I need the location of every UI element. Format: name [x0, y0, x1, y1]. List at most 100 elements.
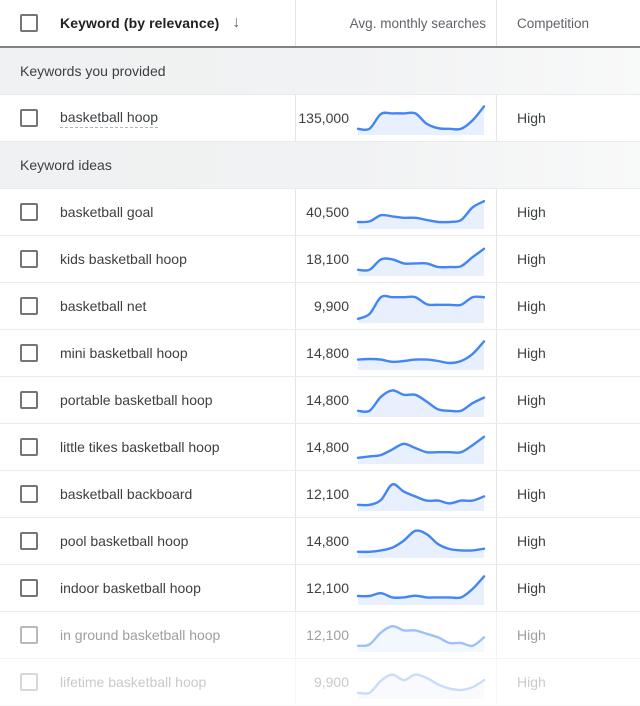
competition-cell: High: [497, 95, 640, 141]
search-volume: 40,500: [306, 204, 349, 220]
section-label: Keyword ideas: [20, 157, 112, 173]
competition-cell: High: [497, 236, 640, 282]
searches-column-header[interactable]: Avg. monthly searches: [296, 0, 497, 46]
search-volume: 14,800: [306, 533, 349, 549]
sort-descending-icon[interactable]: ↓: [232, 15, 240, 31]
searches-cell: 40,500: [296, 189, 497, 235]
trend-sparkline: [356, 477, 486, 511]
trend-sparkline: [356, 101, 486, 135]
competition-column-header[interactable]: Competition: [497, 0, 640, 46]
competition-cell: High: [497, 377, 640, 423]
keyword-text: basketball backboard: [60, 486, 192, 502]
keyword-text: portable basketball hoop: [60, 392, 213, 408]
keyword-text: basketball net: [60, 298, 146, 314]
searches-cell: 12,100: [296, 471, 497, 517]
competition-value: High: [517, 439, 546, 455]
keyword-cell: kids basketball hoop: [0, 236, 296, 282]
competition-cell: High: [497, 565, 640, 611]
competition-value: High: [517, 533, 546, 549]
table-row: basketball net 9,900 High: [0, 283, 640, 330]
table-header-row: Keyword (by relevance) ↓ Avg. monthly se…: [0, 0, 640, 48]
keyword-column-header[interactable]: Keyword (by relevance) ↓: [0, 0, 296, 46]
section-header: Keyword ideas: [0, 142, 640, 189]
competition-cell: High: [497, 330, 640, 376]
row-checkbox[interactable]: [20, 297, 38, 315]
row-checkbox[interactable]: [20, 438, 38, 456]
trend-sparkline: [356, 195, 486, 229]
search-volume: 18,100: [306, 251, 349, 267]
searches-column-label: Avg. monthly searches: [350, 16, 486, 31]
competition-cell: High: [497, 424, 640, 470]
competition-value: High: [517, 674, 546, 690]
row-checkbox[interactable]: [20, 579, 38, 597]
keyword-cell: in ground basketball hoop: [0, 612, 296, 658]
keyword-cell: basketball goal: [0, 189, 296, 235]
table-row: in ground basketball hoop 12,100 High: [0, 612, 640, 659]
row-checkbox[interactable]: [20, 673, 38, 691]
keyword-table: Keyword (by relevance) ↓ Avg. monthly se…: [0, 0, 640, 706]
competition-cell: High: [497, 518, 640, 564]
trend-sparkline: [356, 665, 486, 699]
row-checkbox[interactable]: [20, 626, 38, 644]
search-volume: 9,900: [314, 298, 349, 314]
trend-sparkline: [356, 618, 486, 652]
keyword-cell: indoor basketball hoop: [0, 565, 296, 611]
searches-cell: 18,100: [296, 236, 497, 282]
competition-cell: High: [497, 612, 640, 658]
row-checkbox[interactable]: [20, 344, 38, 362]
row-checkbox[interactable]: [20, 532, 38, 550]
competition-value: High: [517, 345, 546, 361]
table-row: little tikes basketball hoop 14,800 High: [0, 424, 640, 471]
row-checkbox[interactable]: [20, 485, 38, 503]
keyword-cell: portable basketball hoop: [0, 377, 296, 423]
keyword-text: in ground basketball hoop: [60, 627, 220, 643]
searches-cell: 9,900: [296, 659, 497, 705]
searches-cell: 14,800: [296, 424, 497, 470]
keyword-text: basketball hoop: [60, 109, 158, 128]
searches-cell: 14,800: [296, 518, 497, 564]
row-checkbox[interactable]: [20, 109, 38, 127]
trend-sparkline: [356, 336, 486, 370]
keyword-cell: pool basketball hoop: [0, 518, 296, 564]
competition-cell: High: [497, 659, 640, 705]
row-checkbox[interactable]: [20, 250, 38, 268]
competition-value: High: [517, 110, 546, 126]
table-row: pool basketball hoop 14,800 High: [0, 518, 640, 565]
trend-sparkline: [356, 524, 486, 558]
competition-cell: High: [497, 283, 640, 329]
search-volume: 9,900: [314, 674, 349, 690]
row-checkbox[interactable]: [20, 203, 38, 221]
competition-value: High: [517, 486, 546, 502]
searches-cell: 14,800: [296, 377, 497, 423]
keyword-column-label: Keyword (by relevance): [60, 15, 219, 31]
searches-cell: 12,100: [296, 612, 497, 658]
competition-value: High: [517, 251, 546, 267]
trend-sparkline: [356, 571, 486, 605]
search-volume: 14,800: [306, 345, 349, 361]
searches-cell: 12,100: [296, 565, 497, 611]
trend-sparkline: [356, 383, 486, 417]
competition-column-label: Competition: [517, 16, 589, 31]
row-checkbox[interactable]: [20, 391, 38, 409]
keyword-cell: basketball net: [0, 283, 296, 329]
select-all-checkbox[interactable]: [20, 14, 38, 32]
keyword-text: kids basketball hoop: [60, 251, 187, 267]
table-row: lifetime basketball hoop 9,900 High: [0, 659, 640, 706]
section-header: Keywords you provided: [0, 48, 640, 95]
keyword-text: mini basketball hoop: [60, 345, 188, 361]
competition-cell: High: [497, 189, 640, 235]
trend-sparkline: [356, 242, 486, 276]
table-row: basketball hoop 135,000 High: [0, 95, 640, 142]
table-row: basketball goal 40,500 High: [0, 189, 640, 236]
search-volume: 14,800: [306, 392, 349, 408]
table-row: portable basketball hoop 14,800 High: [0, 377, 640, 424]
search-volume: 12,100: [306, 486, 349, 502]
competition-value: High: [517, 298, 546, 314]
keyword-cell: basketball backboard: [0, 471, 296, 517]
keyword-cell: basketball hoop: [0, 95, 296, 141]
keyword-cell: lifetime basketball hoop: [0, 659, 296, 705]
table-row: mini basketball hoop 14,800 High: [0, 330, 640, 377]
keyword-text: basketball goal: [60, 204, 153, 220]
searches-cell: 14,800: [296, 330, 497, 376]
search-volume: 14,800: [306, 439, 349, 455]
